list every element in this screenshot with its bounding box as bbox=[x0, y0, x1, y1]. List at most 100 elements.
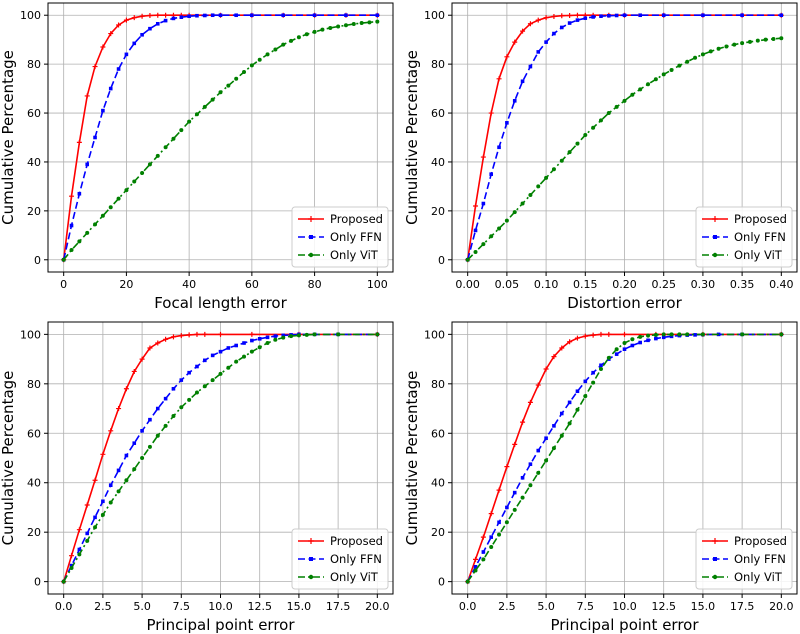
legend: Proposed Only FFN Only ViT bbox=[291, 528, 389, 590]
x-tick-label: 10.0 bbox=[208, 600, 233, 613]
x-tick-label: 5.0 bbox=[133, 600, 151, 613]
data-point bbox=[574, 12, 580, 18]
data-point bbox=[85, 162, 90, 167]
data-point bbox=[700, 332, 705, 337]
data-point bbox=[171, 413, 176, 418]
x-tick-label: 0.0 bbox=[55, 600, 73, 613]
data-point bbox=[242, 341, 246, 345]
data-point bbox=[281, 335, 286, 340]
data-point bbox=[543, 366, 549, 372]
data-point bbox=[598, 366, 603, 371]
data-point bbox=[528, 64, 533, 69]
data-point bbox=[638, 340, 642, 345]
data-point bbox=[249, 349, 254, 354]
data-point bbox=[583, 379, 588, 384]
data-point bbox=[273, 334, 278, 338]
data-point bbox=[163, 145, 168, 150]
x-tick-label: 7.5 bbox=[173, 600, 191, 613]
data-point bbox=[559, 345, 565, 351]
chart-panel-2: 0.00 0.05 0.10 0.15 0.20 0.25 0.30 0.35 0.40 0 20 4… bbox=[403, 2, 798, 312]
data-point bbox=[202, 104, 207, 109]
data-point bbox=[551, 446, 556, 451]
x-tick-label: 20.0 bbox=[769, 600, 794, 613]
data-point bbox=[116, 22, 122, 28]
data-point bbox=[473, 228, 478, 233]
data-point bbox=[520, 201, 525, 206]
data-point bbox=[203, 358, 207, 363]
y-tick-label: 0 bbox=[438, 576, 445, 589]
data-point bbox=[84, 502, 90, 508]
data-point bbox=[693, 55, 698, 60]
data-point bbox=[312, 13, 317, 18]
data-point bbox=[544, 175, 549, 180]
y-tick-label: 60 bbox=[27, 107, 41, 120]
data-point bbox=[194, 112, 199, 117]
data-point bbox=[234, 13, 238, 18]
x-tick-label: 7.5 bbox=[577, 600, 595, 613]
data-point bbox=[163, 396, 168, 401]
data-point bbox=[685, 59, 690, 64]
data-point bbox=[140, 429, 144, 433]
data-point bbox=[480, 534, 486, 540]
data-point bbox=[186, 332, 192, 338]
series-only_vit bbox=[61, 332, 380, 584]
data-point bbox=[512, 490, 517, 495]
data-point bbox=[567, 421, 572, 426]
legend-frame bbox=[291, 528, 389, 590]
data-point bbox=[638, 334, 643, 339]
data-point bbox=[740, 13, 744, 18]
legend-frame bbox=[291, 206, 389, 268]
data-point bbox=[630, 337, 635, 342]
y-tick-label: 100 bbox=[424, 328, 445, 341]
data-point bbox=[724, 44, 729, 49]
data-point bbox=[755, 38, 760, 43]
data-point bbox=[527, 21, 533, 27]
legend-marker bbox=[713, 235, 717, 239]
data-point bbox=[551, 167, 556, 172]
axes-frame bbox=[47, 2, 394, 273]
data-point bbox=[202, 384, 207, 389]
x-tick-label: 15.0 bbox=[691, 600, 716, 613]
data-point bbox=[108, 428, 114, 434]
data-point bbox=[304, 32, 309, 37]
data-point bbox=[646, 338, 650, 343]
data-point bbox=[598, 331, 604, 337]
data-point bbox=[281, 42, 286, 47]
data-point bbox=[559, 158, 564, 163]
data-point bbox=[527, 399, 533, 405]
data-point bbox=[779, 36, 784, 41]
data-point bbox=[195, 13, 199, 18]
data-point bbox=[163, 336, 169, 342]
legend-marker bbox=[713, 557, 717, 561]
chart-panel-1: 0 20 40 60 80 100 0 20 40 60 80 100 Focal length err… bbox=[0, 2, 394, 312]
grid bbox=[48, 3, 393, 272]
chart-panel-4: 0.0 2.5 5.0 7.5 10.0 12.5 15.0 17.5 20.0 0 20 40 60 8… bbox=[403, 321, 798, 634]
data-point bbox=[77, 239, 82, 244]
data-point bbox=[100, 512, 105, 517]
data-point bbox=[116, 468, 121, 473]
data-point bbox=[171, 16, 176, 21]
x-axis-label: Distortion error bbox=[567, 294, 682, 312]
data-point bbox=[520, 475, 525, 480]
data-point bbox=[520, 419, 526, 425]
data-point bbox=[273, 337, 278, 342]
data-point bbox=[591, 15, 595, 19]
legend-marker bbox=[308, 538, 314, 544]
data-point bbox=[218, 331, 223, 337]
data-point bbox=[582, 333, 588, 339]
data-point bbox=[606, 355, 611, 360]
data-point bbox=[187, 370, 191, 375]
x-tick-label: 17.5 bbox=[326, 600, 351, 613]
data-point bbox=[677, 63, 682, 68]
data-point bbox=[552, 31, 556, 36]
legend-label: Only FFN bbox=[734, 230, 786, 244]
x-tick-label: 12.5 bbox=[247, 600, 272, 613]
y-tick-label: 80 bbox=[431, 58, 445, 71]
data-point bbox=[108, 483, 113, 487]
data-point bbox=[312, 29, 317, 34]
data-point bbox=[535, 382, 541, 388]
data-point bbox=[179, 15, 184, 19]
data-point bbox=[77, 191, 82, 196]
data-point bbox=[218, 349, 223, 354]
data-point bbox=[375, 13, 380, 18]
